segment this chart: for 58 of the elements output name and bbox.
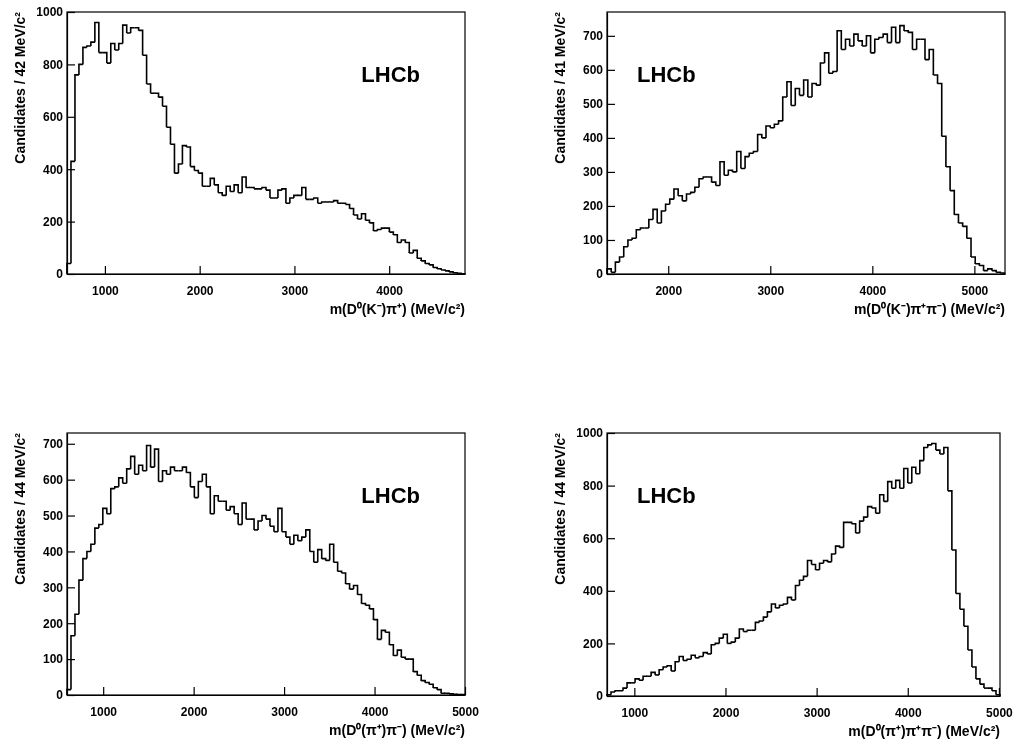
y-tick-label: 100	[42, 652, 64, 667]
y-tick-label: 800	[42, 57, 64, 72]
y-tick-label: 800	[582, 478, 604, 493]
y-tick-label: 600	[42, 110, 64, 125]
annotation: LHCb	[637, 483, 696, 508]
y-tick-label: 400	[582, 131, 604, 146]
y-tick-label: 1000	[36, 5, 64, 20]
x-tick-label: 5000	[961, 283, 989, 298]
y-tick-label: 400	[42, 162, 64, 177]
x-tick-label: 5000	[452, 704, 480, 719]
x-tick-label: 2000	[655, 283, 683, 298]
y-tick-label: 200	[582, 199, 604, 214]
y-axis-title: Candidates / 41 MeV/c²	[552, 11, 568, 164]
x-axis-title: m(D⁰(π⁺)π⁻) (MeV/c²)	[329, 722, 465, 738]
y-tick-label: 600	[582, 531, 604, 546]
x-tick-label: 4000	[376, 283, 404, 298]
y-tick-label: 300	[582, 165, 604, 180]
x-tick-label: 3000	[271, 704, 299, 719]
x-tick-label: 4000	[859, 283, 887, 298]
x-axis-title: m(D⁰(π⁺)π⁺π⁻) (MeV/c²)	[848, 723, 1000, 739]
x-tick-label: 1000	[621, 705, 649, 720]
annotation: LHCb	[361, 483, 420, 508]
x-tick-label: 2000	[186, 283, 214, 298]
x-tick-label: 2000	[712, 705, 740, 720]
y-tick-label: 400	[42, 544, 64, 559]
annotation: LHCb	[361, 62, 420, 87]
x-axis-title: m(D⁰(K⁻)π⁺π⁻) (MeV/c²)	[853, 301, 1005, 317]
x-tick-label: 5000	[986, 705, 1014, 720]
x-tick-label: 3000	[281, 283, 309, 298]
x-tick-label: 1000	[92, 283, 120, 298]
y-tick-label: 300	[42, 580, 64, 595]
y-tick-label: 600	[42, 473, 64, 487]
y-tick-label: 500	[582, 97, 604, 112]
x-tick-label: 3000	[757, 283, 785, 298]
y-tick-label: 100	[582, 233, 604, 248]
y-tick-label: 0	[596, 267, 604, 282]
y-axis-title: Candidates / 44 MeV/c²	[552, 432, 568, 585]
x-tick-label: 1000	[90, 704, 118, 719]
y-tick-label: 1000	[576, 426, 604, 441]
y-tick-label: 0	[56, 688, 64, 703]
y-tick-label: 0	[596, 689, 604, 704]
y-tick-label: 0	[56, 267, 64, 282]
y-tick-label: 400	[582, 584, 604, 599]
y-tick-label: 200	[42, 214, 64, 229]
x-tick-label: 2000	[180, 704, 208, 719]
annotation: LHCb	[637, 62, 696, 87]
x-tick-label: 4000	[894, 705, 922, 720]
y-tick-label: 200	[42, 616, 64, 631]
y-axis-title: Candidates / 42 MeV/c²	[12, 11, 28, 164]
y-axis-title: Candidates / 44 MeV/c²	[12, 432, 28, 585]
x-axis-title: m(D⁰(K⁻)π⁺) (MeV/c²)	[329, 301, 465, 317]
x-tick-label: 3000	[803, 705, 831, 720]
x-tick-label: 4000	[361, 704, 389, 719]
y-tick-label: 500	[42, 508, 64, 523]
y-tick-label: 700	[42, 437, 64, 452]
y-tick-label: 200	[582, 636, 604, 651]
y-tick-label: 700	[582, 29, 604, 44]
y-tick-label: 600	[582, 63, 604, 78]
